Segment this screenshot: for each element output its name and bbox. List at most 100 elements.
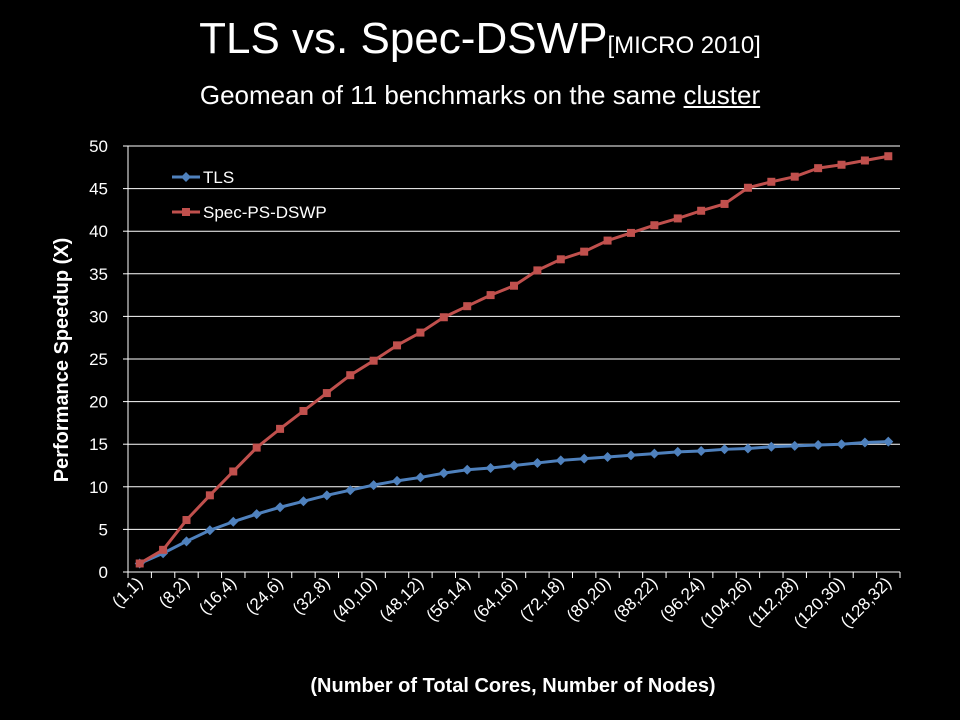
data-point-square [439, 313, 448, 322]
x-tick-label: (104,26) [697, 573, 755, 631]
x-tick-label: (8,2) [155, 573, 193, 611]
x-tick-label: (1,1) [108, 573, 146, 611]
data-point-square [299, 406, 308, 415]
data-point-square [416, 328, 425, 337]
y-axis-title: Performance Speedup (X) [51, 238, 73, 483]
data-point-diamond [321, 490, 332, 501]
data-point-diamond [789, 440, 800, 451]
gridlines [128, 145, 900, 530]
data-point-square [159, 545, 168, 554]
y-tick-label: 40 [89, 222, 108, 241]
data-point-diamond [766, 441, 777, 452]
data-point-square [369, 356, 378, 365]
data-point-diamond [368, 480, 379, 491]
data-point-diamond [275, 502, 286, 513]
title-reference: [MICRO 2010] [607, 32, 761, 59]
data-point-diamond [649, 448, 660, 459]
data-point-square [697, 206, 706, 215]
data-point-diamond [813, 440, 824, 451]
data-point-square [322, 389, 331, 398]
data-point-square [860, 156, 869, 165]
data-point-diamond [438, 468, 449, 479]
x-tick-label: (24,6) [242, 573, 287, 618]
data-point-diamond [509, 460, 519, 471]
legend-marker-diamond [181, 172, 191, 182]
data-point-square [463, 302, 472, 311]
data-point-square [603, 236, 612, 245]
data-point-diamond [859, 437, 870, 448]
x-axis-title: (Number of Total Cores, Number of Nodes) [310, 675, 715, 697]
data-point-square [884, 152, 893, 161]
x-tick-label: (40,10) [329, 573, 381, 625]
data-point-diamond [602, 451, 613, 462]
y-tick-label: 35 [89, 265, 108, 284]
data-point-diamond [462, 464, 473, 475]
y-tick-label: 10 [89, 478, 108, 497]
legend-label: TLS [203, 168, 234, 187]
data-point-square [626, 228, 635, 237]
data-point-square [720, 199, 729, 208]
slide-subtitle: Geomean of 11 benchmarks on the same clu… [0, 80, 960, 111]
data-point-diamond [345, 485, 356, 496]
data-point-diamond [228, 516, 239, 527]
data-point-square [510, 281, 518, 290]
data-point-diamond [181, 536, 192, 547]
x-tick-label: (80,20) [563, 573, 615, 625]
subtitle-text: Geomean of 11 benchmarks on the same [199, 80, 684, 110]
slide-title: TLS vs. Spec-DSWP[MICRO 2010] [0, 14, 960, 64]
data-point-diamond [415, 472, 426, 483]
data-point-diamond [251, 509, 262, 520]
title-main: TLS vs. Spec-DSWP [199, 14, 608, 63]
data-point-square [673, 214, 682, 223]
x-tick-label: (88,22) [610, 573, 662, 625]
data-point-diamond [579, 453, 590, 464]
data-point-square [767, 177, 776, 186]
data-point-square [135, 559, 144, 568]
x-tick-label: (72,18) [516, 573, 568, 625]
x-tick-label: (16,4) [195, 573, 240, 618]
data-point-diamond [696, 446, 707, 457]
data-point-square [743, 183, 752, 192]
data-point-square [790, 172, 799, 181]
legend: TLS Spec-PS-DSWP [172, 168, 327, 222]
subtitle-underlined-text: cluster [683, 80, 761, 110]
x-tick-label: (128,32) [837, 573, 895, 631]
legend-marker-square [182, 208, 190, 216]
x-tick-label: (48,12) [376, 573, 428, 625]
x-tick-label: (56,14) [423, 573, 475, 625]
data-point-diamond [532, 457, 543, 468]
data-point-diamond [719, 444, 730, 455]
data-point-diamond [485, 463, 496, 474]
data-point-square [486, 291, 495, 300]
series-line-0 [139, 440, 889, 565]
legend-label: Spec-PS-DSWP [203, 203, 327, 222]
series-lines [134, 152, 894, 569]
y-tick-label: 50 [89, 137, 108, 156]
data-point-diamond [672, 446, 683, 457]
data-point-square [837, 160, 846, 169]
data-point-square [205, 491, 214, 500]
data-point-diamond [836, 439, 847, 450]
y-tick-label: 0 [99, 563, 108, 582]
data-point-square [346, 371, 355, 380]
y-tick-label: 15 [89, 435, 108, 454]
y-tick-label: 25 [89, 350, 108, 369]
y-tick-label: 20 [89, 393, 108, 412]
data-point-diamond [204, 525, 215, 536]
x-tick-label: (32,8) [289, 573, 334, 618]
data-point-diamond [625, 450, 636, 461]
data-point-square [276, 424, 285, 433]
data-point-diamond [392, 475, 403, 486]
data-point-square [229, 467, 238, 476]
data-point-square [814, 164, 823, 173]
x-tick-label: (64,16) [469, 573, 521, 625]
y-tick-label: 30 [89, 307, 108, 326]
data-point-diamond [742, 443, 753, 454]
y-tick-label: 45 [89, 180, 108, 199]
data-point-diamond [298, 496, 309, 507]
data-point-square [252, 443, 261, 452]
data-point-diamond [883, 436, 894, 447]
data-point-square [533, 266, 542, 275]
x-tick-label: (120,30) [790, 573, 848, 631]
